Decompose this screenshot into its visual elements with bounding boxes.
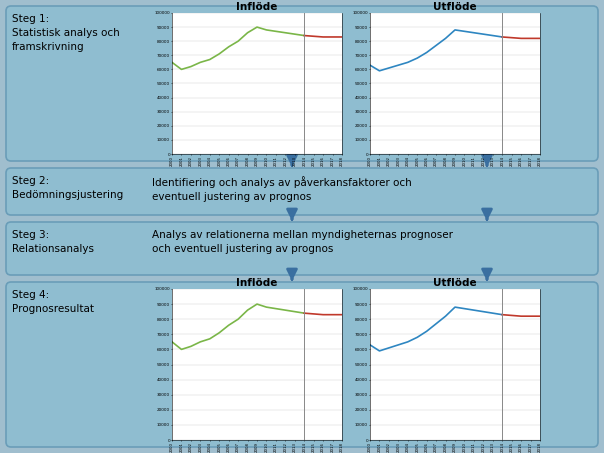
Title: Inflöde: Inflöde [236, 2, 278, 12]
FancyBboxPatch shape [368, 287, 542, 442]
FancyBboxPatch shape [6, 222, 598, 275]
FancyBboxPatch shape [6, 168, 598, 215]
FancyBboxPatch shape [6, 282, 598, 447]
FancyBboxPatch shape [368, 11, 542, 156]
FancyBboxPatch shape [6, 6, 598, 161]
Title: Utflöde: Utflöde [433, 278, 477, 288]
Text: Steg 1:
Statistisk analys och
framskrivning: Steg 1: Statistisk analys och framskrivn… [12, 14, 120, 52]
Title: Inflöde: Inflöde [236, 278, 278, 288]
FancyBboxPatch shape [170, 11, 344, 156]
Text: Steg 2:
Bedömningsjustering: Steg 2: Bedömningsjustering [12, 176, 123, 200]
Text: Identifiering och analys av påverkansfaktorer och
eventuell justering av prognos: Identifiering och analys av påverkansfak… [152, 176, 412, 202]
FancyBboxPatch shape [170, 287, 344, 442]
Title: Utflöde: Utflöde [433, 2, 477, 12]
Text: Analys av relationerna mellan myndigheternas prognoser
och eventuell justering a: Analys av relationerna mellan myndighete… [152, 230, 453, 254]
Text: Steg 3:
Relationsanalys: Steg 3: Relationsanalys [12, 230, 94, 254]
Text: Steg 4:
Prognosresultat: Steg 4: Prognosresultat [12, 290, 94, 314]
